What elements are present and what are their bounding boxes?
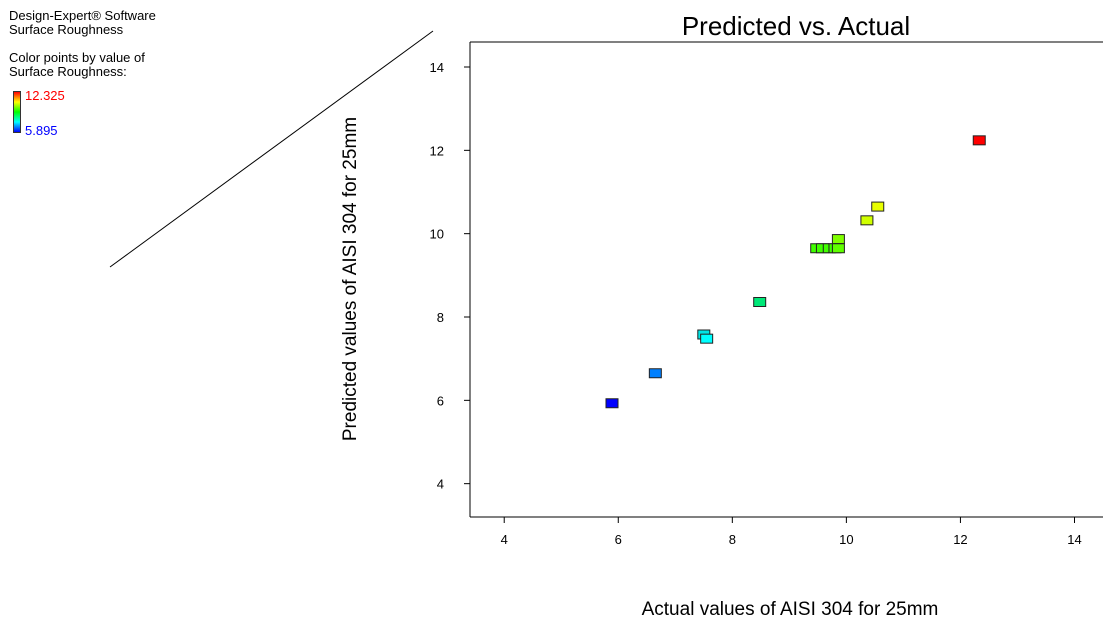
legend-high-value: 12.325 [25,88,65,103]
y-tick-label: 10 [430,227,444,242]
x-tick-label: 10 [839,532,853,547]
y-tick-label: 4 [437,477,444,492]
x-tick-label: 4 [501,532,508,547]
color-gradient-bar [13,91,21,133]
info-panel: Design-Expert® Software Surface Roughnes… [9,9,156,79]
data-point-13 [972,135,986,146]
y-axis-label: Predicted values of AISI 304 for 25mm [340,117,361,441]
color-note: Color points by value of [9,50,145,65]
y-tick-label: 12 [430,143,444,158]
software-name: Design-Expert® Software [9,8,156,23]
data-point-9 [831,234,845,245]
x-tick-label: 12 [953,532,967,547]
data-point-4 [753,297,767,307]
data-points [605,135,986,409]
x-tick-label: 14 [1067,532,1081,547]
chart-title: Predicted vs. Actual [682,11,910,41]
data-point-11 [860,215,874,226]
data-point-12 [871,201,885,212]
data-point-10 [831,243,845,254]
legend-low-value: 5.895 [25,123,58,138]
y-tick-label: 6 [437,393,444,408]
y-tick-label: 8 [437,310,444,325]
diagonal-line [109,30,434,268]
response-name: Surface Roughness [9,22,124,37]
data-point-3 [700,333,714,344]
data-point-1 [648,368,662,379]
axes: 4 6 8 10 12 14 4 6 8 10 12 14 [430,41,1103,547]
x-tick-label: 8 [729,532,736,547]
x-axis-label: Actual values of AISI 304 for 25mm [642,599,939,620]
data-point-0 [605,398,619,409]
x-tick-label: 6 [615,532,622,547]
y-tick-label: 14 [430,60,444,75]
color-note-response: Surface Roughness: [9,64,127,79]
